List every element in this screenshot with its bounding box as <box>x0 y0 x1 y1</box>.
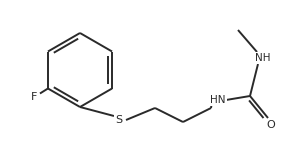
Text: F: F <box>31 92 37 102</box>
Text: S: S <box>115 115 123 125</box>
Text: NH: NH <box>255 53 271 63</box>
Text: O: O <box>267 120 275 130</box>
Text: HN: HN <box>210 95 226 105</box>
